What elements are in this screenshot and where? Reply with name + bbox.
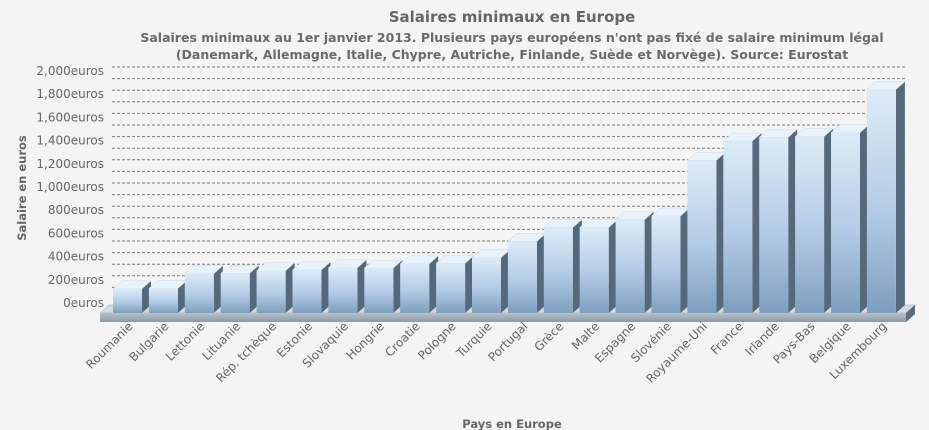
y-tick-label: 200euros <box>48 273 104 287</box>
y-tick-label: 800euros <box>48 203 104 217</box>
bar-Rép. tchèque <box>255 262 296 313</box>
bar-side <box>321 261 331 313</box>
bar-France <box>722 132 762 313</box>
y-tick-label: 2,000euros <box>36 64 104 78</box>
bar-Croatie <box>399 255 439 313</box>
chart-subtitle-line-2: (Danemark, Allemagne, Italie, Chypre, Au… <box>176 47 848 62</box>
x-tick-label: France <box>708 319 746 357</box>
y-tick-label: 1,000euros <box>36 180 104 194</box>
bar-side <box>393 260 403 313</box>
bar-front <box>507 241 537 313</box>
y-tick-label: 1,400euros <box>36 134 104 148</box>
bar-Bulgarie <box>148 280 188 313</box>
bar-Estonie <box>291 261 332 313</box>
bar-Pays-Bas <box>794 128 834 313</box>
bar-front <box>436 263 466 313</box>
bar-front <box>687 160 717 313</box>
bar-side <box>895 81 905 313</box>
bar-side <box>644 211 654 313</box>
x-tick-label: Grèce <box>532 319 567 354</box>
bar-front <box>220 273 250 313</box>
bar-side <box>536 233 546 313</box>
y-tick-label: 1,800euros <box>36 87 104 101</box>
bar-Turquie <box>471 249 511 313</box>
x-tick-label: Lettonie <box>163 319 208 364</box>
bar-front <box>831 132 860 313</box>
bar-Pologne <box>435 255 475 313</box>
bar-side <box>285 262 295 313</box>
bar-Malte <box>579 219 619 313</box>
bar-side <box>357 259 367 313</box>
x-tick-label: Bulgarie <box>126 319 171 364</box>
bar-front <box>256 270 286 313</box>
bar-side <box>608 219 618 313</box>
bar-front <box>866 89 896 313</box>
bar-Lituanie <box>220 265 260 313</box>
bar-front <box>328 267 358 313</box>
x-axis-title: Pays en Europe <box>462 417 562 430</box>
bar-side <box>142 280 151 313</box>
bar-Portugal <box>507 233 547 313</box>
bar-front <box>795 136 825 313</box>
bar-Slovénie <box>650 207 691 313</box>
bar-front <box>400 263 430 313</box>
y-tick-label: 1,200euros <box>36 157 104 171</box>
bar-side <box>429 255 439 313</box>
floor-front <box>100 313 906 322</box>
bar-Luxembourg <box>866 81 906 313</box>
y-tick-label: 1,600euros <box>36 110 104 124</box>
bar-front <box>615 219 645 313</box>
bar-Roumanie <box>112 280 152 313</box>
chart-title: Salaires minimaux en Europe <box>389 8 636 26</box>
bar-Slovaquie <box>327 259 368 313</box>
y-tick-label: 0euros <box>63 296 104 310</box>
bar-side <box>465 255 475 313</box>
floor-side <box>906 305 915 322</box>
y-axis-title: Salaire en euros <box>15 135 29 241</box>
y-tick-labels: 0euros 200euros 400euros 600euros 800euros 1,… <box>36 64 104 310</box>
y-tick-label: 600euros <box>48 226 104 240</box>
bar-side <box>860 124 869 313</box>
bars <box>112 81 906 313</box>
bar-Irlande <box>758 129 798 313</box>
bar-front <box>148 288 178 313</box>
bar-front <box>651 216 681 313</box>
bar-front <box>472 257 501 313</box>
bar-side <box>680 208 690 313</box>
bar-front <box>579 227 609 313</box>
bar-side <box>716 152 726 313</box>
bar-Royaume-Uni <box>686 152 727 313</box>
bar-front <box>113 288 142 313</box>
bar-Hongrie <box>363 259 403 313</box>
bar-front <box>759 137 789 313</box>
bar-side <box>501 249 510 313</box>
bar-front <box>543 227 573 313</box>
bar-side <box>213 265 223 313</box>
bar-front <box>723 141 753 313</box>
bar-Espagne <box>614 211 655 313</box>
bar-Belgique <box>830 124 870 313</box>
bar-side <box>788 129 798 313</box>
x-tick-label: Malte <box>569 319 602 352</box>
y-tick-label: 400euros <box>48 250 104 264</box>
bar-side <box>752 133 762 313</box>
bar-Grèce <box>543 219 583 313</box>
x-tick-label: Pologne <box>415 319 458 362</box>
bar-front <box>364 268 394 313</box>
bar-front <box>184 273 214 313</box>
bar-front <box>292 269 322 313</box>
x-tick-label: Portugal <box>485 319 530 364</box>
chart-subtitle-line-1: Salaires minimaux au 1er janvier 2013. P… <box>140 30 883 45</box>
bar-side <box>249 265 259 313</box>
bar-side <box>572 219 582 313</box>
bar-side <box>177 280 187 313</box>
x-tick-label: Hongrie <box>344 319 387 362</box>
bar-Lettonie <box>184 265 224 313</box>
x-tick-label: Roumanie <box>83 319 135 371</box>
bar-side <box>824 128 834 313</box>
